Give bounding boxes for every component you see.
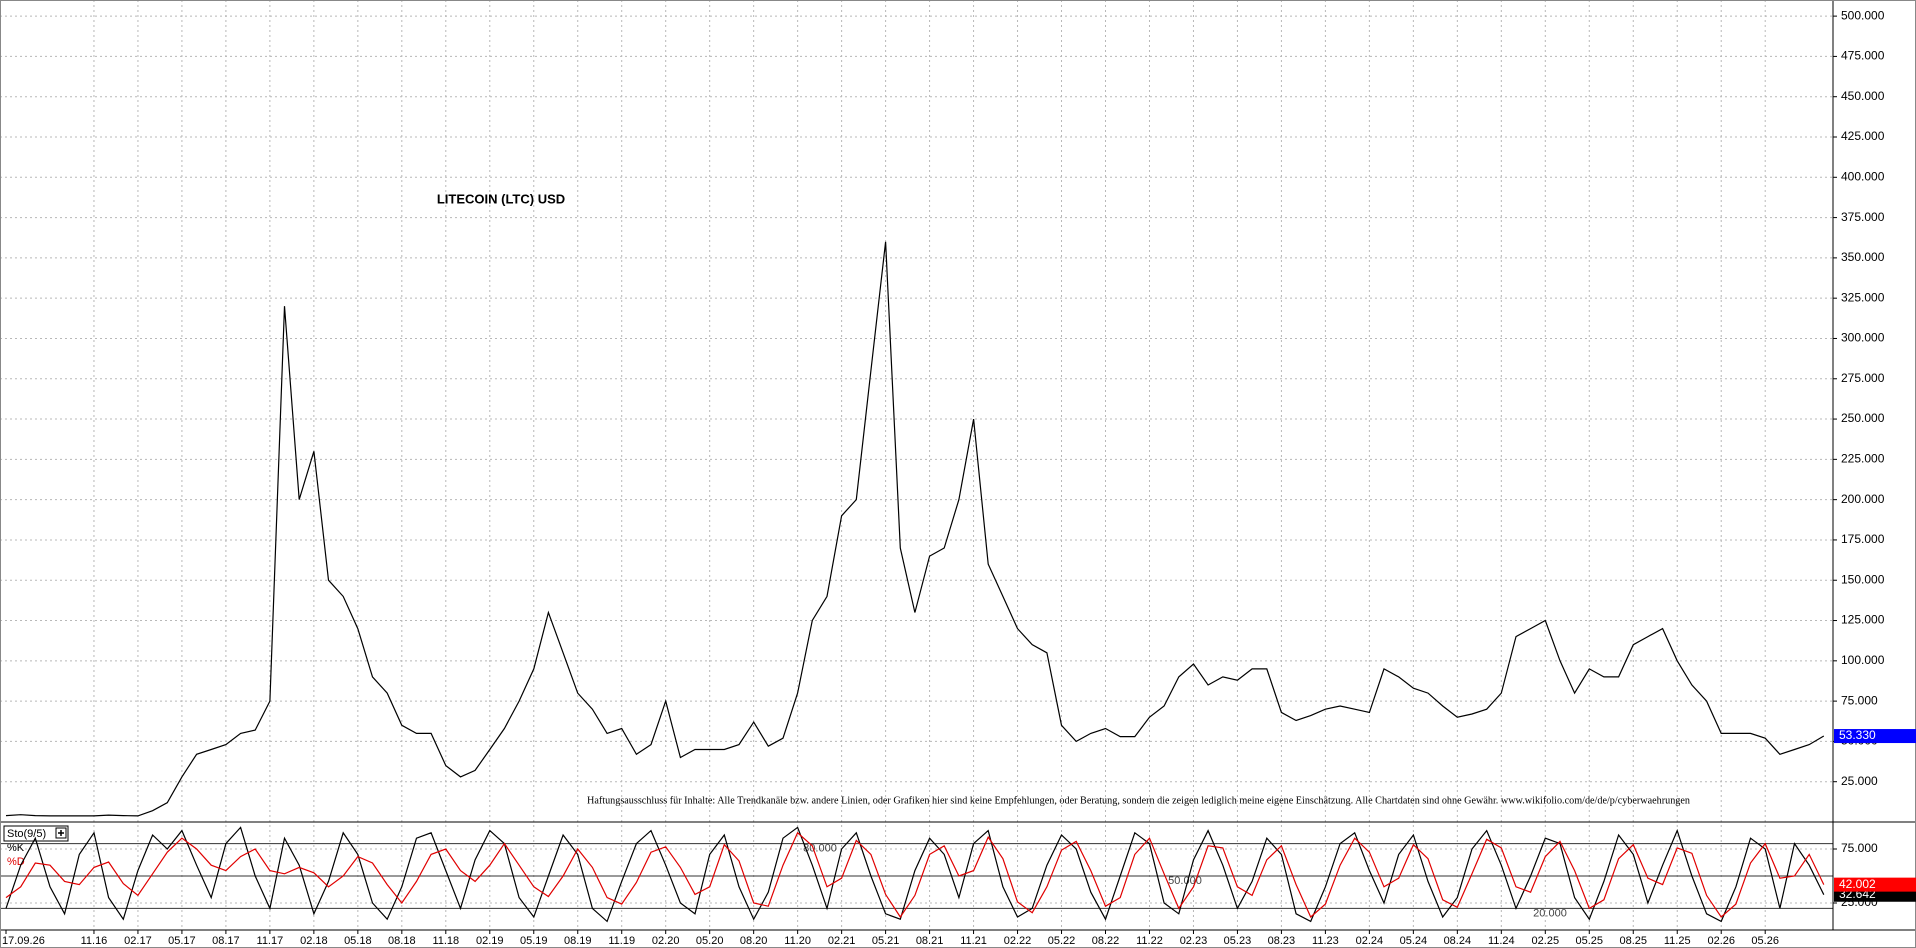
y-tick-label: 350.000 <box>1841 250 1885 264</box>
x-tick-label: 08.21 <box>916 935 944 947</box>
x-tick-label: 02.21 <box>828 935 856 947</box>
x-tick-label: 02.18 <box>300 935 328 947</box>
indicator-name: Sto(9/5) <box>7 828 46 840</box>
x-tick-label: 17.09.26 <box>2 935 45 947</box>
level-label: 50.000 <box>1168 875 1202 887</box>
disclaimer: Haftungsausschluss für Inhalte: Alle Tre… <box>587 795 1690 806</box>
x-tick-label: 02.26 <box>1707 935 1735 947</box>
x-tick-label: 11.25 <box>1664 935 1691 947</box>
y-tick-label: 425.000 <box>1841 129 1885 143</box>
last-value-label: 42.002 <box>1839 877 1876 891</box>
x-tick-label: 08.17 <box>212 935 240 947</box>
y-tick-label: 300.000 <box>1841 331 1885 345</box>
series-line <box>5 241 1825 817</box>
x-tick-label: 02.25 <box>1532 935 1560 947</box>
x-tick-label: 11.21 <box>960 935 987 947</box>
y-tick-label: 475.000 <box>1841 49 1885 63</box>
x-tick-label: 02.17 <box>124 935 152 947</box>
x-tick-label: 11.16 <box>81 935 108 947</box>
y-tick-label: 25.000 <box>1841 774 1878 788</box>
y-tick-label: 225.000 <box>1841 452 1885 466</box>
x-tick-label: 05.21 <box>872 935 900 947</box>
series-line <box>5 826 1825 923</box>
x-tick-label: 05.17 <box>168 935 196 947</box>
y-tick-label: 125.000 <box>1841 613 1885 627</box>
x-tick-label: 11.17 <box>257 935 284 947</box>
y-tick-label: 325.000 <box>1841 290 1885 304</box>
x-tick-label: 08.19 <box>564 935 592 947</box>
y-tick-label: 250.000 <box>1841 411 1885 425</box>
x-tick-label: 02.19 <box>476 935 504 947</box>
x-tick-label: 05.19 <box>520 935 548 947</box>
x-tick-label: 11.20 <box>784 935 811 947</box>
y-tick-label: 375.000 <box>1841 210 1885 224</box>
x-tick-label: 05.22 <box>1048 935 1076 947</box>
level-label: 80.000 <box>803 843 837 855</box>
y-tick-label: 500.000 <box>1841 8 1885 22</box>
x-tick-label: 11.18 <box>432 935 459 947</box>
x-tick-label: 08.23 <box>1268 935 1296 947</box>
level-label: 20.000 <box>1533 907 1567 919</box>
x-tick-label: 08.18 <box>388 935 416 947</box>
x-tick-label: 11.22 <box>1136 935 1163 947</box>
y-tick-label: 175.000 <box>1841 532 1885 546</box>
legend-k: %K <box>7 842 25 854</box>
x-tick-label: 02.22 <box>1004 935 1032 947</box>
x-tick-label: 05.18 <box>344 935 372 947</box>
y-tick-label: 75.000 <box>1841 841 1878 855</box>
x-tick-label: 05.20 <box>696 935 724 947</box>
y-tick-label: 450.000 <box>1841 89 1885 103</box>
x-tick-label: 08.25 <box>1619 935 1647 947</box>
y-tick-label: 100.000 <box>1841 653 1885 667</box>
y-tick-label: 75.000 <box>1841 693 1878 707</box>
x-tick-label: 02.20 <box>652 935 680 947</box>
chart-title: LITECOIN (LTC) USD <box>437 191 565 206</box>
y-tick-label: 275.000 <box>1841 371 1885 385</box>
y-tick-label: 150.000 <box>1841 572 1885 586</box>
x-tick-label: 11.24 <box>1488 935 1515 947</box>
x-tick-label: 05.23 <box>1224 935 1252 947</box>
x-tick-label: 02.23 <box>1180 935 1208 947</box>
x-tick-label: 05.24 <box>1400 935 1428 947</box>
series-line <box>5 831 1825 919</box>
y-tick-label: 400.000 <box>1841 169 1885 183</box>
x-tick-label: 05.25 <box>1576 935 1604 947</box>
x-tick-label: 02.24 <box>1356 935 1384 947</box>
x-tick-label: 11.23 <box>1312 935 1339 947</box>
plus-icon <box>58 830 64 836</box>
x-tick-label: 08.24 <box>1444 935 1472 947</box>
x-tick-label: 05.26 <box>1751 935 1779 947</box>
last-value-label: 53.330 <box>1839 728 1876 742</box>
x-tick-label: 11.19 <box>608 935 635 947</box>
x-tick-label: 08.22 <box>1092 935 1120 947</box>
y-tick-label: 200.000 <box>1841 492 1885 506</box>
last-value-box <box>1834 877 1916 892</box>
last-value-box <box>1834 729 1916 744</box>
x-tick-label: 08.20 <box>740 935 768 947</box>
